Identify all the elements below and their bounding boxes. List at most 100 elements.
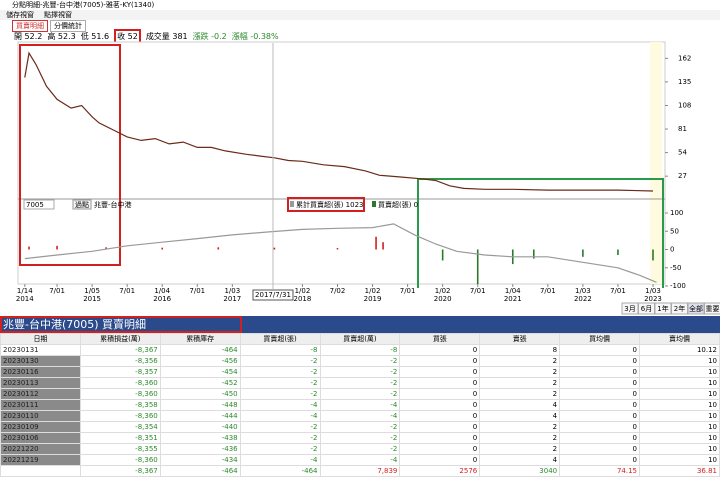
x-tick-label: 1/14 xyxy=(17,287,33,295)
y-tick-label: 50 xyxy=(670,227,679,235)
cell: -8,356 xyxy=(80,356,160,367)
cell: -2 xyxy=(240,422,320,433)
x-tick-label: 1/02 xyxy=(295,287,311,295)
cell: -2 xyxy=(320,422,400,433)
flow-bar xyxy=(652,250,654,261)
quote-field: 低 51.6 xyxy=(81,31,109,42)
highlight-strip xyxy=(650,42,662,284)
y-tick-label: 108 xyxy=(678,101,691,109)
cell: 10 xyxy=(640,389,720,400)
date-cell: 20230110 xyxy=(1,411,81,422)
cell: 0 xyxy=(560,422,640,433)
column-header: 買張 xyxy=(400,334,480,345)
window-title: 分點明細-兆豐-台中港(7005)-雅茗-KY(1340) xyxy=(12,0,154,10)
cell: -452 xyxy=(160,378,240,389)
total-cell: -8,367 xyxy=(80,466,160,477)
cell: -8,360 xyxy=(80,389,160,400)
cell: 2 xyxy=(480,433,560,444)
x-tick-label: 1/03 xyxy=(224,287,240,295)
title-bar: 分點明細-兆豐-台中港(7005)-雅茗-KY(1340) xyxy=(0,0,720,10)
x-tick-label: 1/03 xyxy=(645,287,661,295)
cell: -2 xyxy=(240,433,320,444)
menu-item[interactable]: 點擇視窗 xyxy=(44,10,72,20)
total-cell: -464 xyxy=(240,466,320,477)
cell: -2 xyxy=(320,433,400,444)
y-tick-label: 0 xyxy=(670,246,674,254)
total-cell: 3040 xyxy=(480,466,560,477)
range-button-label: 重要 xyxy=(706,305,720,313)
date-cell: 20230109 xyxy=(1,422,81,433)
column-header: 日期 xyxy=(1,334,81,345)
cell: -2 xyxy=(240,389,320,400)
x-tick-year: 2018 xyxy=(294,295,312,303)
cell: -450 xyxy=(160,389,240,400)
cell: -2 xyxy=(240,356,320,367)
date-cell: 20221219 xyxy=(1,455,81,466)
cell: 4 xyxy=(480,455,560,466)
cell: 0 xyxy=(400,400,480,411)
cell: 10 xyxy=(640,422,720,433)
quote-field: 漲幅 -0.38% xyxy=(232,31,279,42)
cell: -2 xyxy=(240,367,320,378)
quote-field: 開 52.2 xyxy=(14,31,42,42)
x-tick-year: 2020 xyxy=(434,295,452,303)
x-tick-label: 7/01 xyxy=(470,287,486,295)
quote-field: 成交量 381 xyxy=(146,31,188,42)
column-header: 累積損益(萬) xyxy=(80,334,160,345)
range-button-label: 2年 xyxy=(674,304,685,313)
range-button-label: 3月 xyxy=(624,305,635,313)
column-header: 買賣超(張) xyxy=(240,334,320,345)
cell: 10 xyxy=(640,356,720,367)
date-cell: 20230116 xyxy=(1,367,81,378)
cell: 2 xyxy=(480,378,560,389)
date-cell: 20230130 xyxy=(1,356,81,367)
crosshair-label: 2017/7/31 xyxy=(255,291,291,299)
cell: 0 xyxy=(560,433,640,444)
flow-bar xyxy=(218,247,220,249)
x-tick-label: 7/02 xyxy=(330,287,346,295)
flow-bar xyxy=(582,250,584,257)
flow-bar xyxy=(337,248,339,249)
x-tick-label: 7/01 xyxy=(400,287,416,295)
cell: -2 xyxy=(240,378,320,389)
cell: 10 xyxy=(640,433,720,444)
total-cell: 74.15 xyxy=(560,466,640,477)
cell: -2 xyxy=(320,378,400,389)
y-tick-label: 27 xyxy=(678,172,687,180)
cell: -464 xyxy=(160,345,240,356)
cell: 10 xyxy=(640,455,720,466)
flow-bar xyxy=(274,248,276,250)
y-tick-label: 100 xyxy=(670,209,683,217)
legend-swatch xyxy=(290,201,294,207)
cell: 2 xyxy=(480,356,560,367)
cell: 2 xyxy=(480,422,560,433)
column-header: 買均價 xyxy=(560,334,640,345)
legend-label: 累計買賣超(張) 1023 xyxy=(296,200,364,209)
x-tick-label: 1/03 xyxy=(575,287,591,295)
total-cell: 36.81 xyxy=(640,466,720,477)
cell: -2 xyxy=(320,444,400,455)
menu-item[interactable]: 儲存視窗 xyxy=(6,10,34,20)
cell: 0 xyxy=(400,411,480,422)
range-button-label: 全部 xyxy=(689,304,703,313)
broker-label: 兆豐-台中港 xyxy=(94,200,132,209)
total-cell: -464 xyxy=(160,466,240,477)
x-tick-label: 7/01 xyxy=(49,287,65,295)
cell: -8,357 xyxy=(80,367,160,378)
cell: -454 xyxy=(160,367,240,378)
x-tick-label: 1/02 xyxy=(365,287,381,295)
x-tick-label: 7/01 xyxy=(610,287,626,295)
y-tick-label: -50 xyxy=(670,264,681,272)
